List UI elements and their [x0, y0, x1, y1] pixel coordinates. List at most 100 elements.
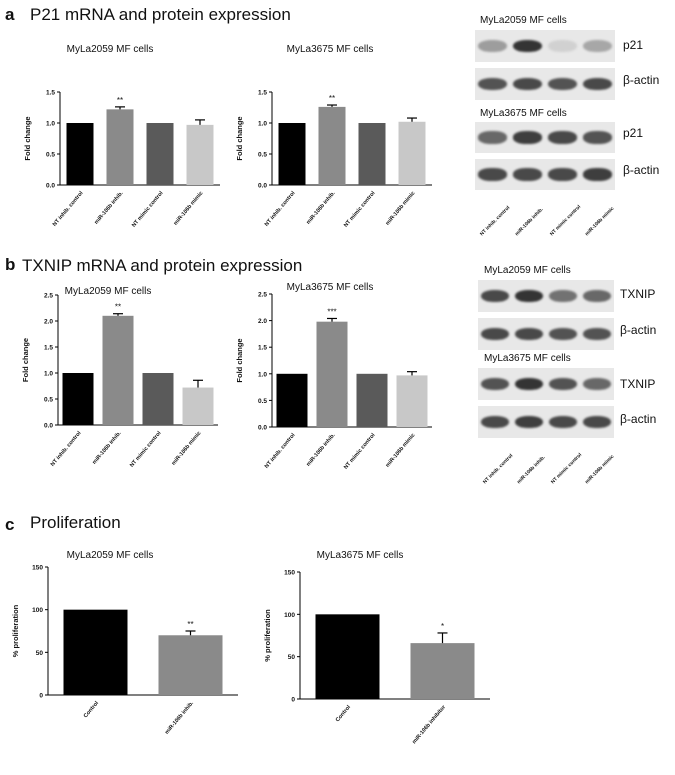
y-tick-label: 0 — [291, 697, 295, 704]
blot-band — [583, 39, 612, 53]
bar — [142, 373, 174, 425]
blot-lane-labels-b: NT inhib. control miR-106b inhib. NT mimic… — [478, 443, 616, 493]
category-label: NT inhib. control — [264, 432, 297, 470]
category-label: NT mimic control — [343, 190, 377, 229]
blot-lane-label: NT mimic control — [550, 452, 584, 486]
y-tick-label: 1.5 — [258, 90, 267, 97]
blot-band — [548, 39, 577, 53]
blot-title-2: MyLa3675 MF cells — [480, 108, 567, 119]
category-label: NT inhib. control — [52, 190, 85, 228]
chart-title: MyLa2059 MF cells — [67, 550, 154, 561]
blot-band — [478, 168, 507, 181]
y-tick-label: 50 — [36, 650, 44, 657]
y-tick-label: 1.0 — [258, 121, 267, 128]
significance-label: ** — [329, 94, 335, 103]
y-tick-label: 1.0 — [44, 371, 53, 378]
blot-lane-label: miR-106b inhib. — [516, 454, 547, 486]
bar — [316, 321, 348, 427]
significance-label: ** — [187, 620, 193, 629]
blot-lane-label: miR-106b inhib. — [514, 206, 545, 238]
blot-lane-label: NT inhib. control — [479, 204, 512, 238]
y-tick-label: 2.0 — [44, 319, 53, 326]
blot-band — [513, 131, 542, 144]
y-tick-label: 0.5 — [258, 152, 267, 159]
category-label: miR-106b inhib. — [306, 190, 337, 226]
blot-band — [481, 289, 509, 303]
y-tick-label: 1.0 — [46, 121, 55, 128]
bar-chart-proliferation-myla3675: MyLa3675 MF cells 0 50 100 150 % proliferatio… — [263, 550, 490, 745]
blot-band — [513, 168, 542, 181]
chart-title: MyLa3675 MF cells — [317, 550, 404, 561]
blot-band — [513, 39, 542, 53]
blot-band — [549, 327, 577, 341]
blot-strip — [478, 280, 614, 312]
y-tick-label: 0 — [39, 693, 43, 700]
bar — [398, 121, 426, 185]
blot-lane-label: NT mimic control — [549, 204, 583, 238]
y-axis-label: Fold change — [23, 116, 32, 160]
category-label: NT inhib. control — [264, 190, 297, 228]
y-axis-label: % proliferation — [263, 609, 272, 662]
category-label: miR-106b mimic — [173, 190, 205, 226]
bar — [410, 643, 475, 699]
blot-band — [548, 131, 577, 144]
bar — [63, 609, 128, 695]
bar — [182, 387, 214, 425]
y-tick-label: 50 — [288, 654, 296, 661]
blot-band — [515, 415, 543, 429]
category-label: miR-106b mimic — [171, 430, 203, 466]
bar — [318, 106, 346, 185]
category-label: miR-106b mimic — [385, 190, 417, 226]
y-tick-label: 0.5 — [258, 398, 267, 405]
bar-chart-txnip-myla2059: MyLa2059 MF cells 0.0 0.5 1.0 1.5 2.0 2.5 Fold … — [21, 286, 218, 469]
bar — [396, 375, 428, 427]
category-label: Control — [83, 700, 100, 719]
blot-label-actin-3: β-actin — [620, 323, 657, 337]
y-tick-label: 2.5 — [258, 292, 267, 299]
y-tick-label: 2.5 — [44, 293, 53, 300]
blot-band — [515, 289, 543, 303]
blot-band — [481, 415, 509, 429]
bar — [358, 123, 386, 185]
blot-label-p21-1: p21 — [623, 38, 644, 52]
chart-title: MyLa3675 MF cells — [287, 44, 374, 55]
blot-lane-labels-a: NT inhib. control miR-106b inhib. NT mimic… — [475, 195, 615, 245]
significance-label: ** — [115, 303, 121, 312]
y-tick-label: 150 — [32, 565, 43, 572]
panel-title-c: Proliferation — [30, 513, 121, 532]
western-blot-txnip-myla2059 — [478, 280, 614, 350]
y-tick-label: 100 — [32, 607, 43, 614]
category-label: NT mimic control — [131, 190, 165, 229]
chart-title: MyLa2059 MF cells — [65, 286, 152, 297]
blot-band — [583, 377, 611, 391]
bar — [315, 614, 380, 699]
category-label: miR-106b mimic — [385, 432, 417, 468]
blot-band — [583, 77, 612, 91]
blot-title-4: MyLa3675 MF cells — [484, 353, 571, 364]
chart-title: MyLa3675 MF cells — [287, 282, 374, 293]
blot-band — [548, 77, 577, 91]
western-blot-txnip-myla3675 — [478, 368, 614, 438]
bar-chart-p21-myla3675: MyLa3675 MF cells 0.0 0.5 1.0 1.5 Fold change… — [235, 44, 432, 229]
y-tick-label: 1.0 — [258, 371, 267, 378]
panel-letter-b: b — [5, 255, 16, 274]
y-tick-label: 1.5 — [44, 345, 53, 352]
y-tick-label: 100 — [284, 612, 295, 619]
y-tick-label: 2.0 — [258, 318, 267, 325]
y-axis-label: Fold change — [21, 338, 30, 382]
blot-title-1: MyLa2059 MF cells — [480, 15, 567, 26]
category-label: NT mimic control — [129, 430, 163, 469]
blot-band — [549, 415, 577, 429]
significance-label: *** — [327, 307, 336, 316]
blot-lane-label: miR-106b mimic — [584, 205, 616, 238]
blot-band — [548, 168, 577, 181]
y-axis-label: Fold change — [235, 116, 244, 160]
blot-band — [583, 327, 611, 341]
blot-band — [513, 77, 542, 91]
blot-band — [478, 39, 507, 53]
blot-lane-label: miR-106b mimic — [584, 453, 616, 486]
y-tick-label: 1.5 — [46, 90, 55, 97]
western-blot-p21-myla2059 — [475, 30, 615, 100]
bar-chart-txnip-myla3675: MyLa3675 MF cells 0.0 0.5 1.0 1.5 2.0 2.5 Fold … — [235, 282, 432, 471]
bar-chart-p21-myla2059: MyLa2059 MF cells 0.0 0.5 1.0 1.5 Fold change… — [23, 44, 220, 229]
